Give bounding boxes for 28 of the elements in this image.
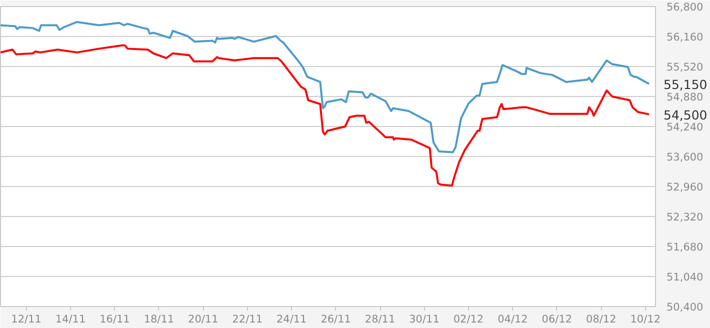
y-tick-label: 50,400: [666, 302, 704, 314]
x-tick-label: 08/12: [586, 314, 616, 326]
x-tick-label: 04/12: [498, 314, 528, 326]
x-tick-label: 22/11: [232, 314, 263, 326]
x-tick-label: 16/11: [100, 314, 130, 326]
x-tick-label: 28/11: [364, 314, 396, 326]
x-tick-label: 06/12: [542, 314, 572, 326]
x-tick-label: 26/11: [320, 314, 351, 326]
y-tick-label: 54,240: [666, 122, 704, 134]
y-tick-label: 51,040: [666, 272, 704, 284]
y-tick-label: 52,960: [666, 182, 704, 194]
x-tick-label: 10/12: [630, 314, 660, 326]
annotation: 54,500: [664, 107, 708, 122]
x-tick-label: 20/11: [188, 314, 218, 326]
x-tick-label: 18/11: [144, 314, 174, 326]
x-tick-label: 12/11: [11, 314, 42, 326]
y-tick-label: 52,320: [666, 212, 704, 224]
x-tick-label: 30/11: [409, 314, 440, 326]
x-tick-label: 14/11: [55, 314, 86, 326]
x-tick-label: 02/12: [453, 314, 484, 326]
y-tick-label: 55,520: [666, 62, 704, 74]
x-tick-label: 24/11: [276, 314, 307, 326]
y-tick-label: 56,160: [666, 32, 704, 44]
y-tick-label: 53,600: [666, 152, 704, 164]
y-tick-label: 56,800: [666, 2, 704, 14]
annotation: 55,150: [664, 76, 708, 92]
y-tick-label: 51,680: [666, 242, 704, 254]
y-tick-label: 54,880: [666, 92, 704, 104]
